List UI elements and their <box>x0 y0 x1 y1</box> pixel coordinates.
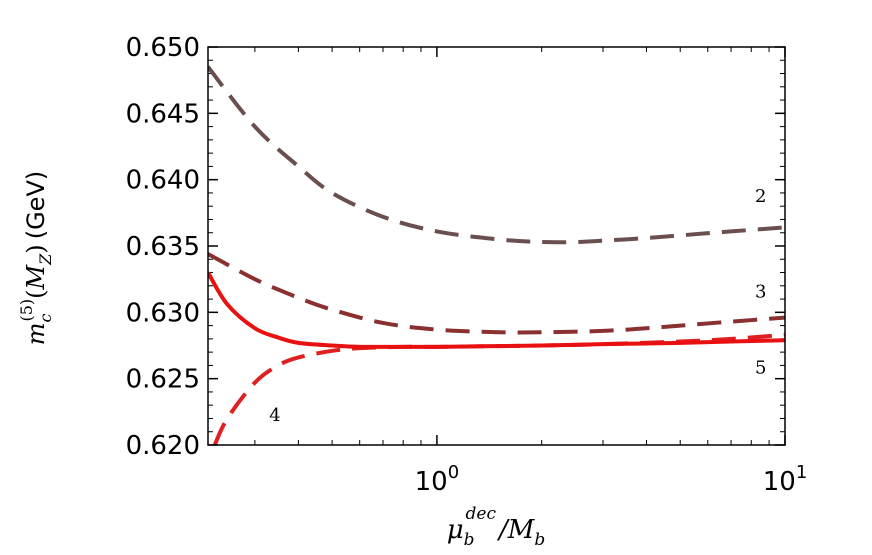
y-tick-label: 0.640 <box>126 166 200 196</box>
series-line-5 <box>208 271 785 349</box>
x-tick-labels: 100 101 <box>415 462 808 497</box>
y-tick-label: 0.635 <box>126 232 200 262</box>
y-tick-label: 0.625 <box>126 365 200 395</box>
series-layer <box>208 65 785 445</box>
series-line-4 <box>212 332 785 445</box>
y-tick-label: 0.630 <box>126 298 200 328</box>
y-tick-label: 0.620 <box>126 431 200 461</box>
curve-label-2: 2 <box>755 186 766 207</box>
x-tick-label: 100 <box>415 462 460 497</box>
y-tick-label: 0.650 <box>126 33 200 63</box>
plot-frame <box>207 46 786 446</box>
curve-label-3: 3 <box>755 282 766 303</box>
y-tick-label: 0.645 <box>126 99 200 129</box>
annotation-layer: 2 3 5 4 <box>269 186 766 426</box>
y-axis-title: mc(5)(MZ) (GeV) <box>17 171 55 345</box>
major-ticks <box>208 46 786 446</box>
curve-label-5: 5 <box>755 357 766 378</box>
series-line-3 <box>208 252 785 335</box>
curve-label-4: 4 <box>269 405 280 426</box>
series-line-2 <box>208 65 785 245</box>
y-tick-labels: 0.620 0.625 0.630 0.635 0.640 0.645 0.650 <box>126 33 200 461</box>
x-tick-label: 101 <box>763 462 808 497</box>
minor-ticks <box>208 46 785 446</box>
x-axis-title: μbdec/Mb <box>447 504 546 550</box>
